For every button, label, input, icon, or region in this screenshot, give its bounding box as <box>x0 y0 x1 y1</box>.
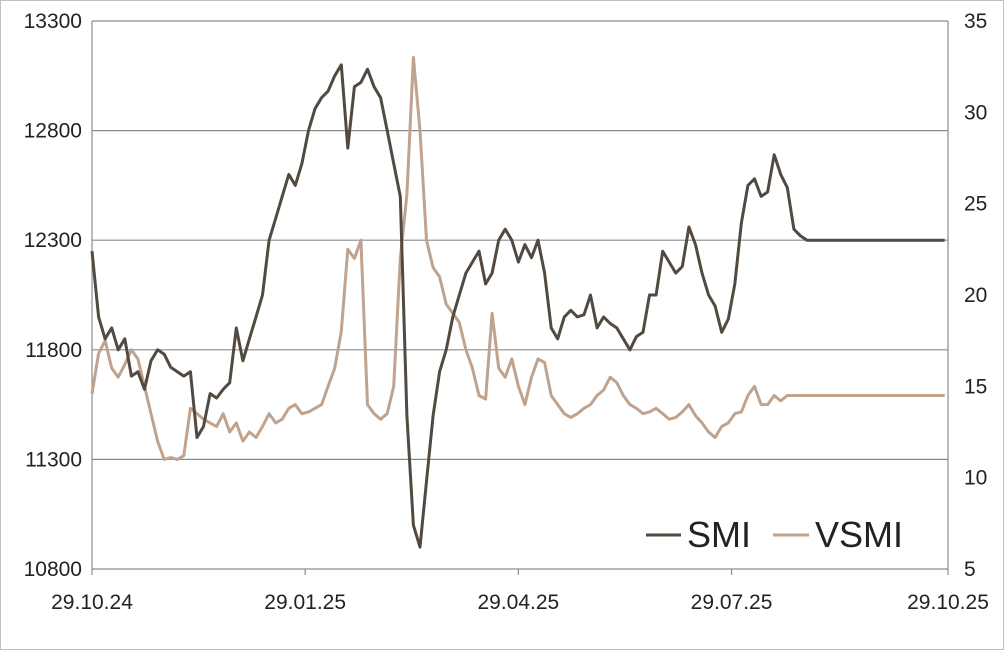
x-axis-tick-labels: 29.10.24 29.01.25 29.04.25 29.07.25 29.10.25 <box>51 591 989 614</box>
x-axis-tick-label: 29.10.25 <box>907 591 989 614</box>
x-axis-tick-label: 29.07.25 <box>691 591 773 614</box>
left-axis-tick-label: 11800 <box>25 339 82 362</box>
right-axis-tick-label: 10 <box>964 467 987 490</box>
right-axis-tick-label: 25 <box>964 193 987 216</box>
x-axis-tick-label: 29.10.24 <box>51 591 133 614</box>
left-axis-tick-label: 12300 <box>24 229 82 252</box>
legend-label-vsmi: VSMI <box>815 514 903 555</box>
right-axis-tick-label: 5 <box>964 558 976 581</box>
left-axis-tick-label: 12800 <box>24 120 82 143</box>
series-line-vsmi <box>90 56 945 461</box>
x-axis-tick-label: 29.01.25 <box>264 591 346 614</box>
gridlines <box>92 20 948 570</box>
legend: SMI VSMI <box>646 514 903 555</box>
right-axis-tick-label: 30 <box>964 101 987 124</box>
right-axis-tick-label: 15 <box>964 375 987 398</box>
left-axis-tick-label: 13300 <box>24 10 82 33</box>
left-axis-tick-labels: 10800 11300 11800 12300 12800 13300 <box>24 10 82 581</box>
series-line-smi <box>90 63 945 549</box>
right-axis-tick-label: 20 <box>964 284 987 307</box>
series-layer <box>90 56 945 549</box>
axes <box>91 21 949 575</box>
right-axis-tick-label: 35 <box>964 10 987 33</box>
right-axis-tick-labels: 5 10 15 20 25 30 35 <box>964 10 987 581</box>
left-axis-tick-label: 10800 <box>24 558 82 581</box>
legend-label-smi: SMI <box>687 514 751 555</box>
x-axis-tick-label: 29.04.25 <box>477 591 559 614</box>
left-axis-tick-label: 11300 <box>25 448 82 471</box>
